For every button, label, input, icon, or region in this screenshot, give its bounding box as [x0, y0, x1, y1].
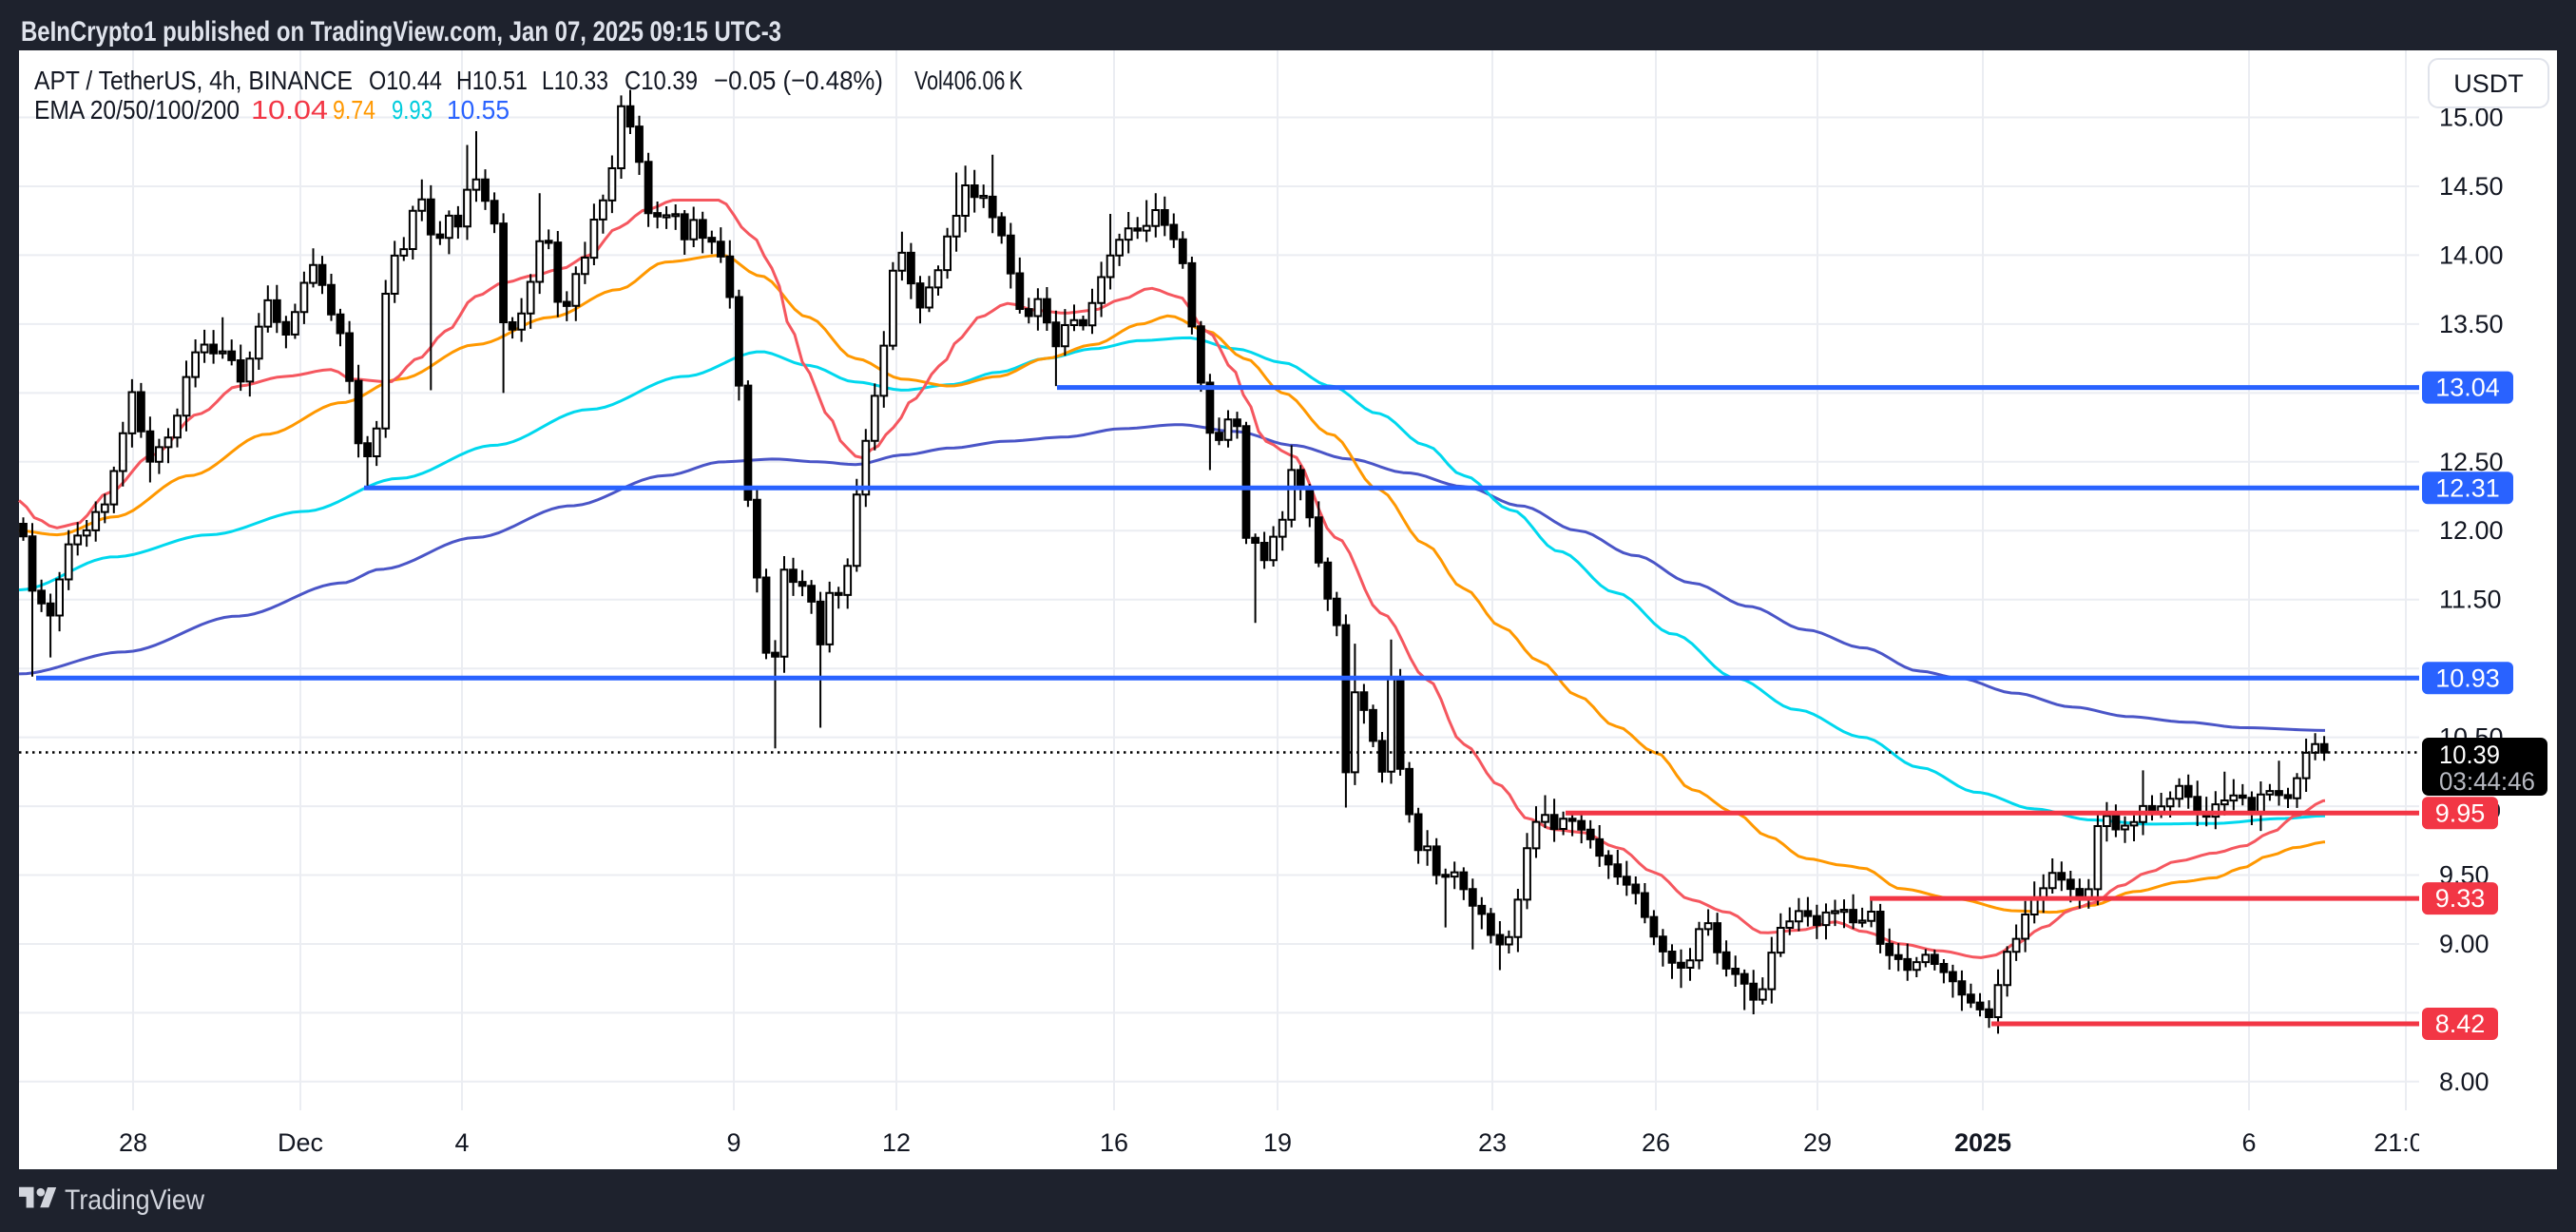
svg-text:4: 4 [454, 1128, 469, 1157]
svg-text:2025: 2025 [1954, 1128, 2011, 1157]
svg-text:28: 28 [119, 1128, 147, 1157]
svg-text:9: 9 [726, 1128, 740, 1157]
svg-text:13.50: 13.50 [2439, 310, 2504, 338]
svg-text:9.95: 9.95 [2435, 799, 2486, 827]
svg-text:USDT: USDT [2453, 69, 2524, 98]
svg-text:8.00: 8.00 [2439, 1068, 2489, 1096]
svg-text:12: 12 [882, 1128, 911, 1157]
svg-text:23: 23 [1478, 1128, 1507, 1157]
svg-text:BeInCrypto1 published on Tradi: BeInCrypto1 published on TradingView.com… [21, 16, 781, 48]
svg-text:21:00: 21:00 [2374, 1128, 2438, 1157]
svg-text:9.33: 9.33 [2435, 884, 2486, 913]
svg-text:03:44:46: 03:44:46 [2439, 767, 2535, 796]
svg-text:12.31: 12.31 [2435, 473, 2500, 502]
svg-text:19: 19 [1263, 1128, 1292, 1157]
svg-text:12.00: 12.00 [2439, 516, 2504, 545]
svg-text:Dec: Dec [278, 1128, 323, 1157]
svg-text:11.50: 11.50 [2439, 586, 2502, 614]
svg-text:29: 29 [1803, 1128, 1832, 1157]
svg-text:14.00: 14.00 [2439, 241, 2504, 269]
svg-text:10.93: 10.93 [2435, 664, 2500, 692]
svg-text:10.39: 10.39 [2439, 741, 2500, 769]
svg-text:12.50: 12.50 [2439, 448, 2504, 476]
svg-text:16: 16 [1100, 1128, 1128, 1157]
svg-text:9.00: 9.00 [2439, 930, 2489, 958]
svg-text:8.42: 8.42 [2435, 1010, 2486, 1038]
svg-text:14.50: 14.50 [2439, 172, 2504, 201]
svg-text:TradingView: TradingView [65, 1184, 204, 1216]
svg-text:13.04: 13.04 [2435, 374, 2500, 402]
svg-text:6: 6 [2241, 1128, 2256, 1157]
svg-text:26: 26 [1642, 1128, 1670, 1157]
